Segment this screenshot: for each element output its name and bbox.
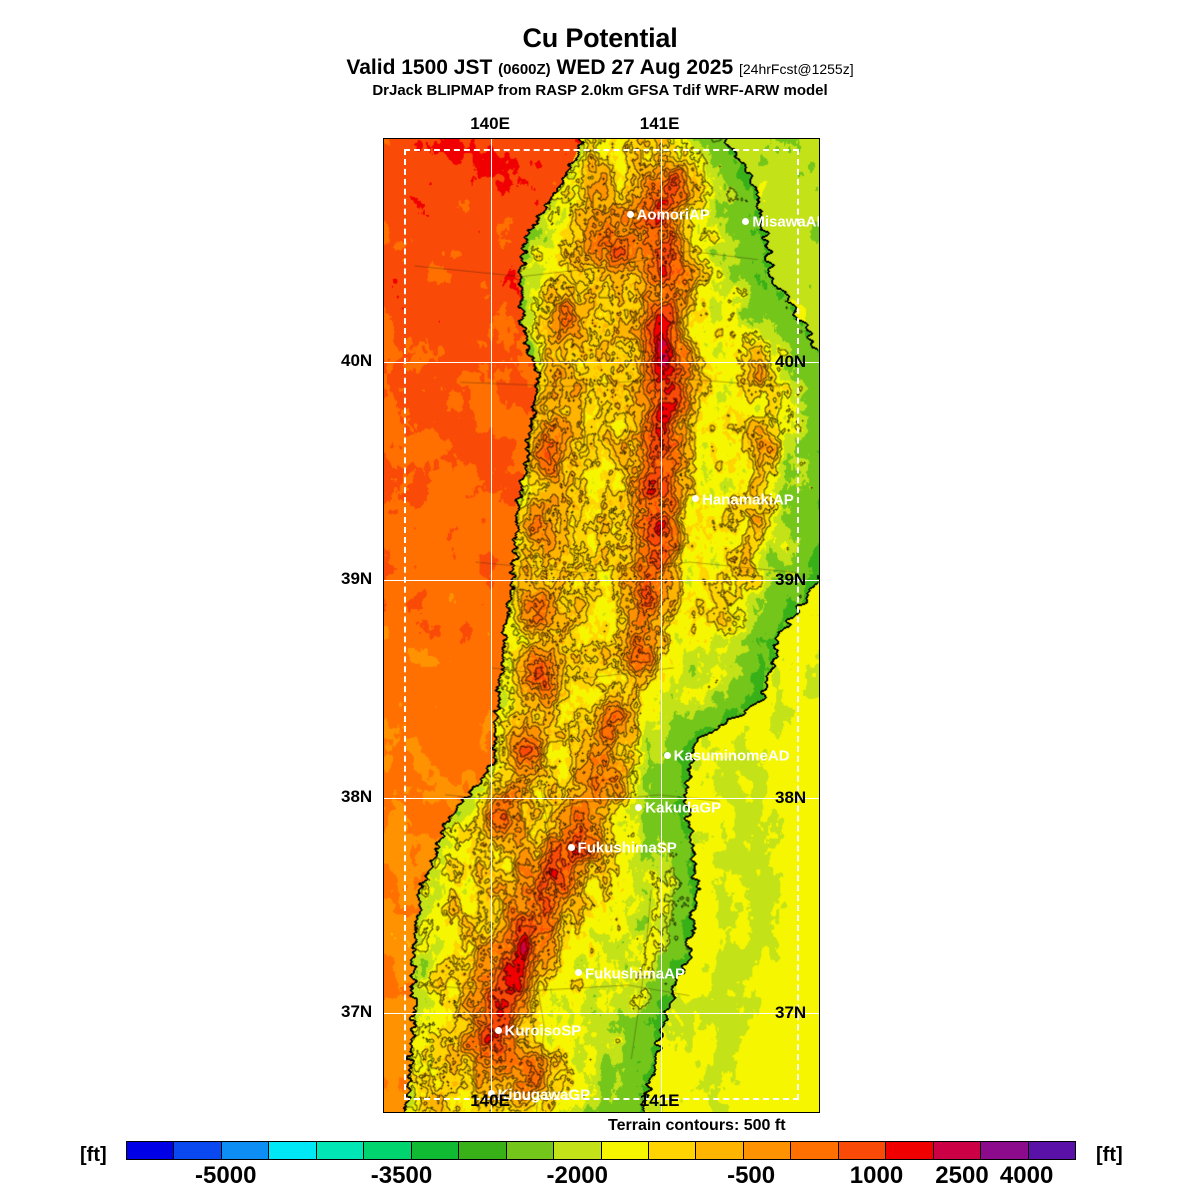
colorbar-segment bbox=[364, 1142, 412, 1159]
colorbar-segment bbox=[601, 1142, 649, 1159]
lat-label-left: 40N bbox=[341, 351, 373, 371]
terrain-contour-note: Terrain contours: 500 ft bbox=[608, 1117, 786, 1134]
colorbar-segment bbox=[506, 1142, 555, 1159]
colorbar-segment bbox=[648, 1142, 697, 1159]
valid-prefix: Valid 1500 JST bbox=[346, 56, 493, 80]
colorbar-segment bbox=[743, 1142, 792, 1159]
forecast-map[interactable]: AomoriAP MisawaAD HanamakiAP KasuminomeAD Ka… bbox=[383, 138, 820, 1113]
colorbar-tick: 1000 bbox=[849, 1162, 904, 1189]
lon-label-bottom: 140E bbox=[470, 1091, 510, 1110]
colorbar-tick: -5000 bbox=[195, 1162, 257, 1189]
forecast-tag: [24hrFcst@1255z] bbox=[739, 61, 854, 78]
colorbar[interactable] bbox=[126, 1141, 1076, 1160]
colorbar-segment bbox=[696, 1142, 744, 1159]
model-description: DrJack BLIPMAP from RASP 2.0km GFSA Tdif… bbox=[372, 82, 828, 100]
title-block: Cu Potential Valid 1500 JST (0600Z) WED … bbox=[0, 24, 1200, 100]
lat-label-left: 38N bbox=[341, 787, 373, 807]
colorbar-segment bbox=[791, 1142, 839, 1159]
colorbar-tick: -500 bbox=[727, 1162, 776, 1189]
colorbar-unit-right: [ft] bbox=[1096, 1144, 1123, 1166]
colorbar-segment bbox=[933, 1142, 982, 1159]
colorbar-segment bbox=[1028, 1142, 1076, 1159]
colorbar-unit-left: [ft] bbox=[80, 1144, 107, 1166]
colorbar-segment bbox=[221, 1142, 270, 1159]
colorbar-tick: 4000 bbox=[999, 1162, 1054, 1189]
colorbar-segment bbox=[411, 1142, 460, 1159]
page-title: Cu Potential bbox=[522, 23, 678, 53]
colorbar-segment bbox=[981, 1142, 1029, 1159]
colorbar-segment bbox=[127, 1142, 175, 1159]
colorbar-segment bbox=[459, 1142, 507, 1159]
lat-label-left: 37N bbox=[341, 1001, 373, 1021]
colorbar-tick: -3500 bbox=[370, 1162, 433, 1189]
lon-label-bottom: 141E bbox=[639, 1091, 680, 1110]
colorbar-segment bbox=[838, 1142, 887, 1159]
colorbar-tick: 2500 bbox=[935, 1162, 989, 1189]
lon-label-top: 141E bbox=[639, 114, 680, 133]
colorbar-segment bbox=[269, 1142, 317, 1159]
valid-time-line: Valid 1500 JST (0600Z) WED 27 Aug 2025 [… bbox=[0, 56, 1200, 79]
colorbar-segment bbox=[886, 1142, 934, 1159]
valid-utc: (0600Z) bbox=[498, 61, 551, 79]
colorbar-segment bbox=[554, 1142, 602, 1159]
colorbar-segment bbox=[174, 1142, 222, 1159]
lat-label-left: 39N bbox=[341, 568, 373, 588]
valid-date: WED 27 Aug 2025 bbox=[556, 56, 734, 80]
colorbar-tick: -2000 bbox=[546, 1162, 608, 1189]
cu-potential-raster bbox=[384, 139, 819, 1112]
lon-label-top: 140E bbox=[470, 114, 510, 133]
colorbar-segment bbox=[316, 1142, 365, 1159]
